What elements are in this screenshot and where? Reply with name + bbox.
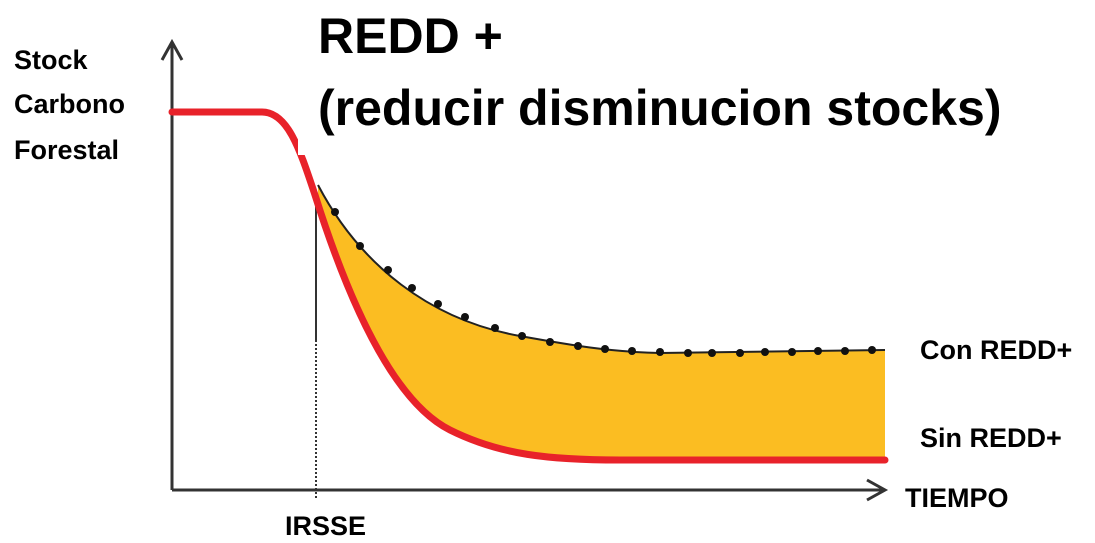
title-line2: (reducir disminucion stocks): [318, 80, 1001, 136]
without-redd-curve: [168, 108, 889, 464]
curve-label: Sin REDD+: [920, 423, 1062, 453]
y-axis-label: Forestal: [14, 135, 119, 165]
y-axis-label: Stock: [14, 45, 89, 75]
marker-label: IRSSE: [285, 511, 366, 541]
curve-dots: [331, 208, 876, 357]
reduction-area: [318, 185, 885, 460]
x-axis-arrow: [866, 478, 889, 502]
curve-label: Con REDD+: [920, 335, 1072, 365]
y-axis-label: Carbono: [14, 89, 125, 119]
title-line1: REDD +: [318, 8, 503, 64]
x-axis-label: TIEMPO: [905, 483, 1009, 513]
y-axis-arrow: [160, 38, 184, 61]
title-backdrop: [298, 120, 318, 155]
